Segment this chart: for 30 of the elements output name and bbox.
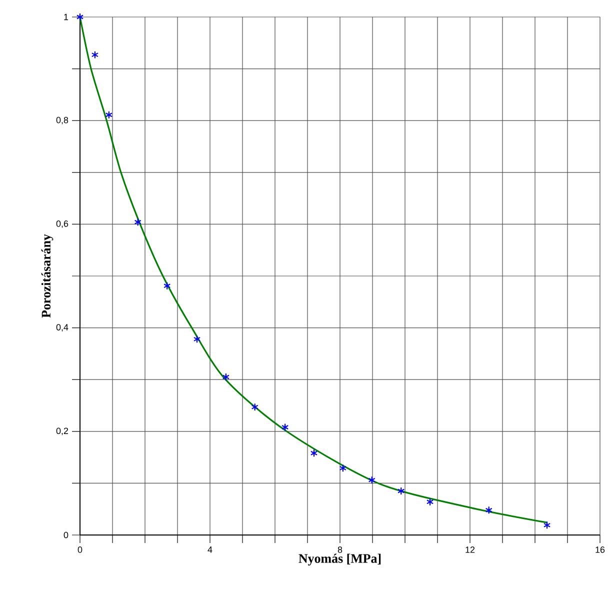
y-tick-label: 0,2 xyxy=(56,428,68,436)
point xyxy=(91,50,99,59)
point xyxy=(398,486,405,496)
x-tick-label: 0 xyxy=(78,546,82,553)
point xyxy=(193,335,201,344)
point xyxy=(105,110,112,119)
point xyxy=(222,372,230,382)
y-axis-title: Porozitásarány xyxy=(41,234,54,318)
x-tick-label: 8 xyxy=(338,546,342,553)
point xyxy=(251,403,258,412)
x-axis-title: Nyomás [MPa] xyxy=(298,554,381,566)
point xyxy=(134,218,142,226)
x-tick-label: 4 xyxy=(208,546,212,553)
point xyxy=(339,464,346,472)
point xyxy=(76,12,84,22)
x-tick-label: 16 xyxy=(596,546,605,553)
point xyxy=(485,506,492,514)
y-tick-label: 0,6 xyxy=(56,220,68,228)
point xyxy=(310,449,318,458)
point xyxy=(426,498,434,506)
y-tick-label: 1 xyxy=(64,14,68,20)
line-series xyxy=(79,16,548,524)
point xyxy=(543,521,551,530)
point xyxy=(164,282,171,290)
x-tick-label: 12 xyxy=(466,546,475,553)
point xyxy=(282,423,289,432)
point xyxy=(368,476,376,484)
y-tick-label: 0 xyxy=(64,532,68,538)
y-tick-label: 0,4 xyxy=(56,324,68,332)
y-tick-label: 0,8 xyxy=(56,116,68,124)
